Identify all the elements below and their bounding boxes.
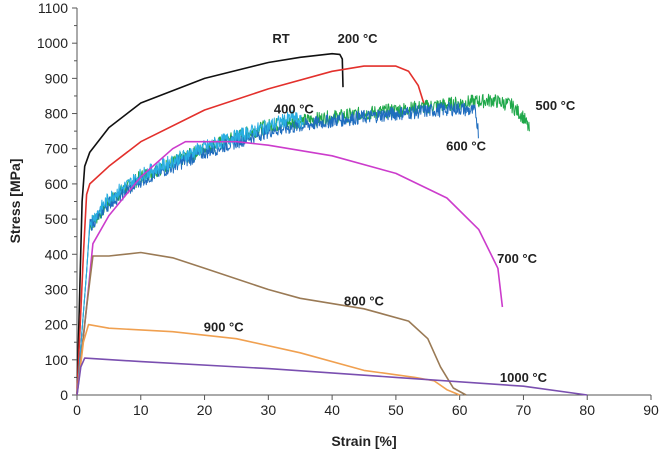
x-tick-label: 30 — [261, 402, 277, 418]
x-tick-label: 10 — [133, 402, 149, 418]
curve-labels: RT 200 °C 400 °C 500 °C 600 °C 700 °C 800 °C 90… — [204, 31, 576, 385]
y-tick-label: 700 — [45, 141, 69, 157]
curve-label: 800 °C — [344, 293, 385, 308]
y-tick-label: 300 — [45, 281, 69, 297]
curve-label: 900 °C — [204, 320, 245, 335]
curves — [76, 52, 588, 396]
series-line-rt — [76, 52, 344, 396]
y-tick-label: 1100 — [38, 0, 68, 16]
series-line-900-c — [76, 323, 461, 396]
y-tick-label: 600 — [45, 176, 69, 192]
series-line-800-c — [76, 251, 467, 396]
x-tick-label: 90 — [643, 402, 659, 418]
series-line-500-c — [76, 101, 479, 396]
x-axis-label: Strain [%] — [331, 433, 396, 449]
x-tick-label: 50 — [388, 402, 404, 418]
y-axis-label: Stress [MPa] — [7, 159, 23, 244]
curve-label: 1000 °C — [500, 370, 548, 385]
axes: 0 10 20 30 40 50 60 70 80 90010020030040050060070… — [37, 0, 659, 418]
x-tick-label: 70 — [516, 402, 532, 418]
x-tick-label: 40 — [324, 402, 340, 418]
y-tick-label: 100 — [45, 352, 69, 368]
curve-label: RT — [272, 31, 289, 46]
x-tick-label: 80 — [579, 402, 595, 418]
curve-label: 500 °C — [535, 98, 576, 113]
y-tick-label: 500 — [45, 211, 69, 227]
curve-label: 700 °C — [497, 251, 538, 266]
y-tick-label: 200 — [45, 317, 69, 333]
y-tick-label: 1000 — [37, 35, 68, 51]
series-line-700-c — [76, 140, 504, 396]
y-tick-label: 400 — [45, 246, 69, 262]
y-tick-label: 900 — [45, 70, 69, 86]
series-line-200-c — [76, 65, 427, 396]
y-tick-label: 0 — [60, 387, 68, 403]
x-tick-label: 20 — [197, 402, 213, 418]
y-tick-label: 800 — [45, 106, 69, 122]
curve-label: 200 °C — [338, 31, 379, 46]
series-line-600-c — [76, 110, 304, 396]
x-tick-label: 60 — [452, 402, 468, 418]
curve-label: 600 °C — [446, 138, 487, 153]
x-tick-label: 0 — [73, 402, 81, 418]
series-line-1000-c — [76, 357, 588, 396]
curve-label: 400 °C — [274, 102, 315, 117]
